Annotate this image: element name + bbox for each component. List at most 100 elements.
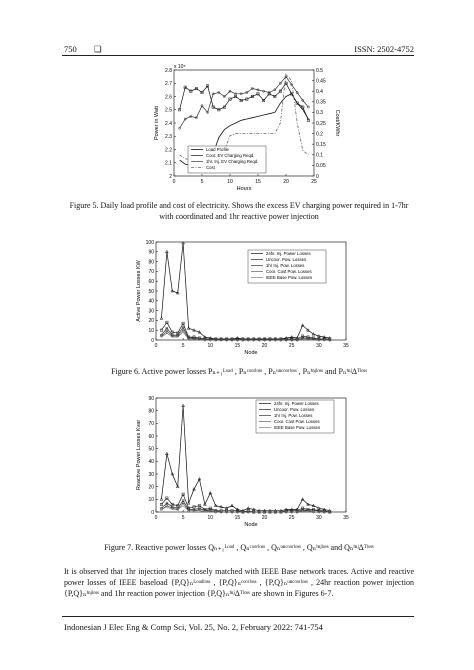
y-exponent-label: x 10⁵: [174, 64, 186, 70]
data-point: [278, 89, 282, 93]
data-point: [234, 95, 238, 98]
legend-entry: IEEE Base Pow. Losses: [266, 275, 312, 280]
data-point: [200, 91, 204, 94]
data-point: [224, 506, 229, 510]
y-tick-label: 40: [148, 459, 154, 465]
data-point: [192, 328, 196, 332]
data-point: [251, 87, 254, 90]
data-point: [251, 507, 256, 511]
data-point: [317, 506, 321, 510]
data-point: [234, 92, 237, 96]
y2-axis-label: Cost/KWhr: [334, 110, 340, 137]
data-point: [317, 334, 321, 338]
data-point: [183, 85, 187, 89]
legend-entry: Uncoor. Pow. Losses: [266, 257, 306, 262]
data-point: [203, 502, 207, 506]
data-point: [306, 118, 310, 122]
legend-entry: 24hr. Inj. Power Losses: [266, 251, 311, 256]
y-tick-label: 80: [148, 259, 154, 265]
y-tick-label: 30: [148, 472, 154, 478]
y-tick-label: 2.3: [165, 134, 172, 140]
data-point: [195, 116, 198, 120]
data-point: [307, 105, 310, 109]
x-tick-label: 5: [182, 343, 185, 349]
data-point: [311, 503, 316, 507]
data-point: [290, 92, 294, 96]
y-tick-label: 60: [148, 434, 154, 440]
x-tick-label: 0: [173, 179, 176, 185]
y2-tick-label: 0.15: [316, 142, 326, 148]
data-point: [290, 83, 293, 86]
y2-tick-label: 0.1: [316, 153, 323, 159]
y-tick-label: 30: [148, 308, 154, 314]
y-tick-label: 10: [148, 328, 154, 334]
series-line-1: [179, 82, 309, 121]
y-tick-label: 0: [151, 510, 154, 516]
data-point: [178, 126, 181, 130]
legend-entry: Coor. Cost Pow. Losses: [274, 419, 320, 424]
y-axis-label: Power in Watt: [154, 106, 160, 141]
x-tick-label: 30: [316, 515, 322, 521]
x-tick-label: 0: [155, 515, 158, 521]
data-point: [273, 95, 277, 98]
y2-tick-label: 0.45: [316, 78, 326, 84]
series-line-0: [161, 405, 330, 512]
x-tick-label: 25: [311, 179, 317, 185]
data-point: [223, 95, 226, 98]
data-point: [300, 497, 305, 501]
data-point: [300, 323, 305, 327]
data-point: [165, 329, 169, 333]
data-point: [194, 87, 198, 91]
page-number: 750: [64, 44, 77, 54]
y-tick-label: 70: [148, 421, 154, 427]
x-tick-label: 15: [255, 179, 261, 185]
load-cost-chart: 0 5 10 15 20 25 2 2.1 2.2 2.3 2.4 2.5 2.6 2.7 2.8 Hours…: [154, 64, 340, 192]
data-point: [165, 249, 169, 254]
data-point: [301, 334, 305, 338]
data-point: [245, 97, 249, 101]
y-tick-label: 50: [148, 446, 154, 452]
y-tick-label: 80: [148, 408, 154, 414]
data-point: [200, 104, 204, 108]
x-tick-label: 35: [343, 343, 349, 349]
data-point: [197, 477, 202, 481]
figure-5-caption-line2: with coordinated and 1hr reactive power …: [159, 212, 319, 221]
legend-entry: 1hr Inj. Pow. Losses: [274, 413, 312, 418]
data-point: [217, 91, 221, 94]
legend-entry: Coor. Cost Pow. Losses: [266, 269, 312, 274]
x-tick-label: 10: [208, 515, 214, 521]
data-point: [239, 92, 243, 96]
y-tick-label: 70: [148, 269, 154, 275]
y-tick-label: 90: [148, 396, 154, 402]
data-point: [186, 501, 191, 505]
header-rule: [62, 55, 414, 56]
legend-entry: 1hr. Inj. EV Charging Reqd.: [206, 159, 258, 164]
data-point: [159, 497, 164, 501]
y-tick-label: 60: [148, 279, 154, 285]
data-point: [256, 88, 260, 92]
data-point: [306, 502, 310, 506]
data-point: [178, 108, 182, 112]
x-axis-label: Node: [244, 350, 257, 356]
data-point: [181, 492, 185, 496]
x-tick-label: 10: [227, 179, 233, 185]
x-tick-label: 20: [283, 179, 289, 185]
y2-tick-label: 0.4: [316, 89, 323, 95]
y-tick-label: 2.2: [165, 147, 172, 153]
x-tick-label: 20: [262, 343, 268, 349]
legend-entry: 1hr Inj. Pow. Losses: [266, 263, 304, 268]
data-point: [181, 499, 185, 502]
data-point: [165, 320, 169, 324]
issn: ISSN: 2502-4752: [354, 44, 414, 54]
y2-tick-label: 0.2: [316, 131, 323, 137]
data-point: [208, 490, 213, 495]
y2-tick-label: 0.3: [316, 110, 323, 116]
series-line-4: [161, 505, 330, 513]
y-tick-label: 10: [148, 497, 154, 503]
data-point: [245, 91, 249, 94]
data-point: [301, 105, 305, 109]
x-tick-label: 30: [316, 343, 322, 349]
data-point: [189, 89, 193, 93]
data-point: [256, 92, 260, 96]
y-tick-label: 2.5: [165, 108, 172, 114]
